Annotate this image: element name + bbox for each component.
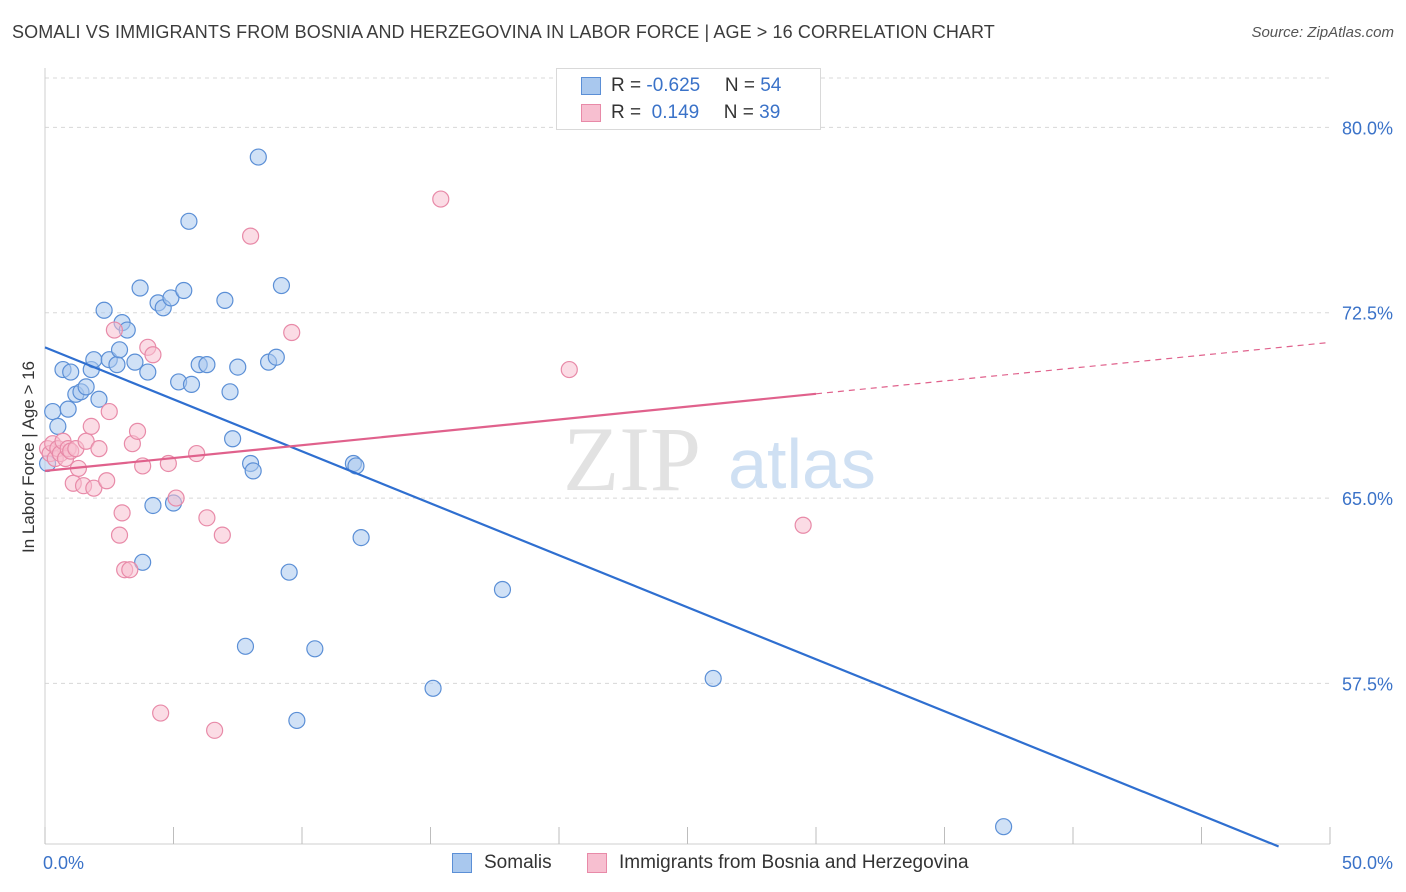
somalis-point [704,669,722,688]
source-credit: Source: ZipAtlas.com [1251,24,1394,41]
bosnia-r-label: R = [611,102,647,123]
bosnia-trendline [44,392,817,472]
points-layer [38,148,1013,836]
somalis-point [249,148,267,166]
somalis-point [59,400,77,418]
bosnia-n-value: 39 [759,102,781,123]
bosnia-point [100,402,118,421]
bosnia-point [198,509,216,527]
somalis-point [77,378,95,396]
somalis-r-value: -0.625 [646,75,701,96]
somalis-point [180,212,198,230]
bosnia-legend-label: Immigrants from Bosnia and Herzegovina [619,852,969,873]
somalis-point [221,383,239,401]
bosnia-legend-swatch [587,853,607,873]
bosnia-point [242,227,260,245]
somalis-point [229,358,247,376]
x-tick-label-min: 0.0% [43,853,84,873]
bosnia-point [113,504,131,522]
somalis-point [62,363,80,381]
somalis-point [288,711,306,730]
somalis-point [95,301,113,319]
somalis-point [352,528,370,547]
somalis-point [126,353,144,371]
somalis-point [267,348,285,366]
bosnia-point [213,526,231,544]
bosnia-point [144,346,162,364]
bosnia-point [283,323,301,342]
bosnia-r-value: 0.149 [646,102,700,123]
somalis-swatch [581,77,601,95]
bosnia-point [794,516,812,534]
somalis-point [131,279,149,297]
somalis-legend-swatch [452,853,472,873]
bosnia-point [560,360,578,379]
correlation-legend: R = -0.625 N = 54 R = 0.149 N = 39 [556,68,821,130]
bosnia-point [85,479,103,497]
bosnia-point [98,472,116,490]
somalis-point [493,580,512,599]
somalis-point [49,417,67,436]
y-tick-label: 57.5% [1342,674,1393,694]
somalis-point [224,430,242,448]
somalis-n-value: 54 [760,75,782,96]
bosnia-point [152,704,170,722]
somalis-point [198,356,216,374]
bosnia-point [128,422,147,440]
bosnia-point [167,489,185,507]
somalis-point [108,356,126,374]
bosnia-point [90,440,108,458]
somalis-point [272,276,291,295]
bosnia-point [82,417,100,436]
somalis-point [134,553,152,571]
somalis-point [175,281,193,300]
somalis-n-label: N = [724,75,761,96]
somalis-point [44,402,62,421]
chart-title: SOMALI VS IMMIGRANTS FROM BOSNIA AND HER… [12,22,995,42]
grid-layer [45,77,1330,684]
bosnia-point [121,561,139,579]
somalis-point [306,640,324,658]
bosnia-point [188,444,206,463]
somalis-point [139,363,157,381]
somalis-point [995,818,1013,836]
bosnia-trendline-projection [815,341,1331,395]
bosnia-point [105,321,123,339]
somalis-point [110,341,129,359]
somalis-point [280,563,298,581]
somalis-trendline [44,346,1280,848]
somalis-point [90,390,108,408]
x-tick-label-max: 50.0% [1342,853,1393,873]
bosnia-swatch [581,104,601,122]
y-tick-label: 80.0% [1342,118,1393,138]
somalis-legend-label: Somalis [484,852,552,873]
watermark-atlas: atlas [728,425,876,503]
y-axis-label: In Labor Force | Age > 16 [19,361,38,553]
trend-layer [44,341,1331,848]
y-tick-label: 72.5% [1342,304,1393,324]
bosnia-point [110,526,129,544]
labels-layer: 57.5% 65.0% 72.5% 80.0% 0.0% 50.0% In Labor Fo… [19,118,1393,873]
watermark-zip: ZIP [563,408,701,510]
bosnia-point [432,190,450,208]
y-tick-label: 65.0% [1342,489,1393,509]
somalis-point [216,291,234,309]
watermark: ZIP atlas [563,408,876,510]
somalis-point [162,289,180,307]
somalis-point [182,375,201,393]
somalis-r-label: R = [611,75,647,96]
bosnia-point [206,721,224,739]
bosnia-n-label: N = [723,102,760,123]
somalis-point [244,462,262,480]
somalis-point [424,679,442,697]
somalis-point [236,637,255,655]
somalis-point [144,496,162,515]
